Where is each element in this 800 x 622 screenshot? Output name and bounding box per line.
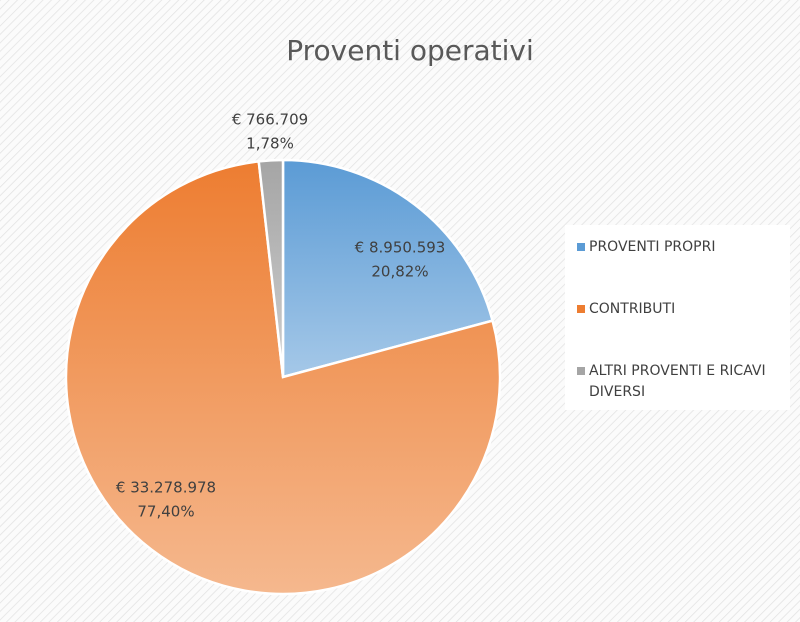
pie-slice — [281, 158, 495, 379]
legend-label: CONTRIBUTI — [589, 301, 676, 317]
legend-swatch — [577, 367, 585, 375]
percent-label: 77,40% — [137, 503, 194, 521]
value-label: € 8.950.593 — [355, 239, 446, 257]
legend-swatch — [577, 243, 585, 251]
legend-item: PROVENTI PROPRI — [577, 237, 787, 258]
value-label: € 766.709 — [232, 111, 308, 129]
chart-title: Proventi operativi — [286, 34, 534, 67]
value-label: € 33.278.978 — [116, 479, 216, 497]
legend-item: ALTRI PROVENTI E RICAVI DIVERSI — [577, 361, 787, 403]
percent-label: 20,82% — [371, 263, 428, 281]
percent-label: 1,78% — [246, 135, 294, 153]
legend-label: ALTRI PROVENTI E RICAVI DIVERSI — [589, 363, 766, 400]
pie-slice — [257, 158, 285, 378]
legend: PROVENTI PROPRI CONTRIBUTI ALTRI PROVENTI … — [565, 225, 790, 410]
pie — [64, 158, 502, 596]
legend-swatch — [577, 305, 585, 313]
pie-slice — [64, 159, 502, 596]
legend-label: PROVENTI PROPRI — [589, 239, 716, 255]
legend-item: CONTRIBUTI — [577, 299, 787, 320]
